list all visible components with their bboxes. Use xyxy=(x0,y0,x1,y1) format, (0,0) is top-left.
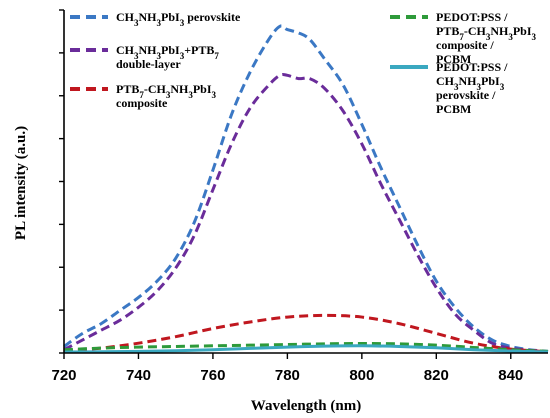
x-tick-label: 820 xyxy=(424,367,449,384)
x-ticks: 720 740 760 780 800 820 840 xyxy=(51,353,523,384)
x-tick-label: 840 xyxy=(498,367,523,384)
legend-label: PEDOT:PSS / xyxy=(436,60,508,74)
legend-label: composite / xyxy=(436,38,494,52)
plot-lines xyxy=(63,24,549,354)
legend-label: CH3NH3PbI3+PTB7 xyxy=(116,43,219,61)
legend-label: PTB7-CH3NH3PbI3 xyxy=(116,82,217,100)
legend: CH3NH3PbI3 perovskite CH3NH3PbI3+PTB7doub… xyxy=(70,10,537,116)
series-line-1-ch3nh3pbi3-perovskite xyxy=(63,24,549,353)
x-axis-title: Wavelength (nm) xyxy=(251,398,361,414)
legend-label: PEDOT:PSS / xyxy=(436,10,508,24)
legend-label: CH3NH3PbI3 perovskite xyxy=(116,10,241,28)
x-tick-label: 800 xyxy=(349,367,374,384)
series-line-2-ch3nh3pbi3-ptb7-double-layer xyxy=(63,72,549,354)
legend-label: perovskite / xyxy=(436,88,496,102)
legend-label: double-layer xyxy=(116,57,181,71)
y-ticks xyxy=(59,9,64,354)
legend-label: PCBM xyxy=(436,102,471,116)
legend-label: PCBM xyxy=(436,52,471,66)
x-tick-label: 740 xyxy=(126,367,151,384)
series-line-4-pedot-pss-ptb7-ch3nh3pbi3-comp xyxy=(63,342,549,353)
series-line-3-ptb7-ch3nh3pbi3-composite xyxy=(63,313,549,354)
y-axis-title: PL intensity (a.u.) xyxy=(13,126,29,240)
legend-label: PTB7-CH3NH3PbI3 xyxy=(436,24,537,42)
x-tick-label: 760 xyxy=(200,367,225,384)
legend-label: composite xyxy=(116,96,168,110)
x-tick-label: 720 xyxy=(51,367,76,384)
x-tick-label: 780 xyxy=(275,367,300,384)
series-line-5-pedot-pss-ch3nh3pbi3-perovskit xyxy=(63,344,549,354)
legend-label: CH3NH3PbI3 xyxy=(436,74,505,92)
legend-item-1: CH3NH3PbI3 perovskite xyxy=(70,10,241,28)
